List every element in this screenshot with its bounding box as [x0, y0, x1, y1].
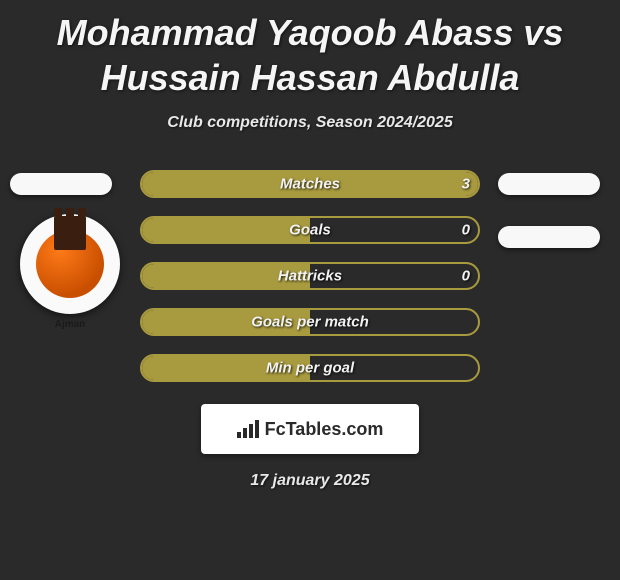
club-logo-ball — [36, 230, 104, 298]
club-logo-label: Ajman — [20, 319, 120, 330]
icon-bar — [237, 432, 241, 438]
stat-bar: Min per goal — [140, 354, 480, 382]
stat-bar-value: 0 — [462, 222, 470, 239]
player2-pill-1 — [498, 173, 600, 195]
stat-bar-fill — [142, 356, 310, 380]
stat-bar-value: 0 — [462, 268, 470, 285]
stat-bar-fill — [142, 172, 478, 196]
stat-bar: Goals0 — [140, 216, 480, 244]
stat-bar-fill — [142, 310, 310, 334]
stat-bar-fill — [142, 218, 310, 242]
icon-bar — [249, 424, 253, 438]
brand-badge: FcTables.com — [201, 404, 419, 454]
bar-chart-icon — [237, 420, 259, 438]
icon-bar — [255, 420, 259, 438]
brand-text: FcTables.com — [265, 419, 384, 440]
footer-date: 17 january 2025 — [0, 472, 620, 490]
stat-bar: Goals per match — [140, 308, 480, 336]
stat-bar-value: 3 — [462, 176, 470, 193]
player2-pill-2 — [498, 226, 600, 248]
club-logo: Ajman — [20, 214, 120, 314]
stat-bar: Matches3 — [140, 170, 480, 198]
icon-bar — [243, 428, 247, 438]
page-title: Mohammad Yaqoob Abass vs Hussain Hassan … — [0, 0, 620, 100]
subtitle: Club competitions, Season 2024/2025 — [0, 114, 620, 132]
player1-pill — [10, 173, 112, 195]
comparison-chart: Ajman Matches3 Goals0 Hattricks0 Goals per … — [0, 170, 620, 390]
stat-bar: Hattricks0 — [140, 262, 480, 290]
stat-bar-fill — [142, 264, 310, 288]
club-logo-tower-icon — [54, 216, 86, 250]
